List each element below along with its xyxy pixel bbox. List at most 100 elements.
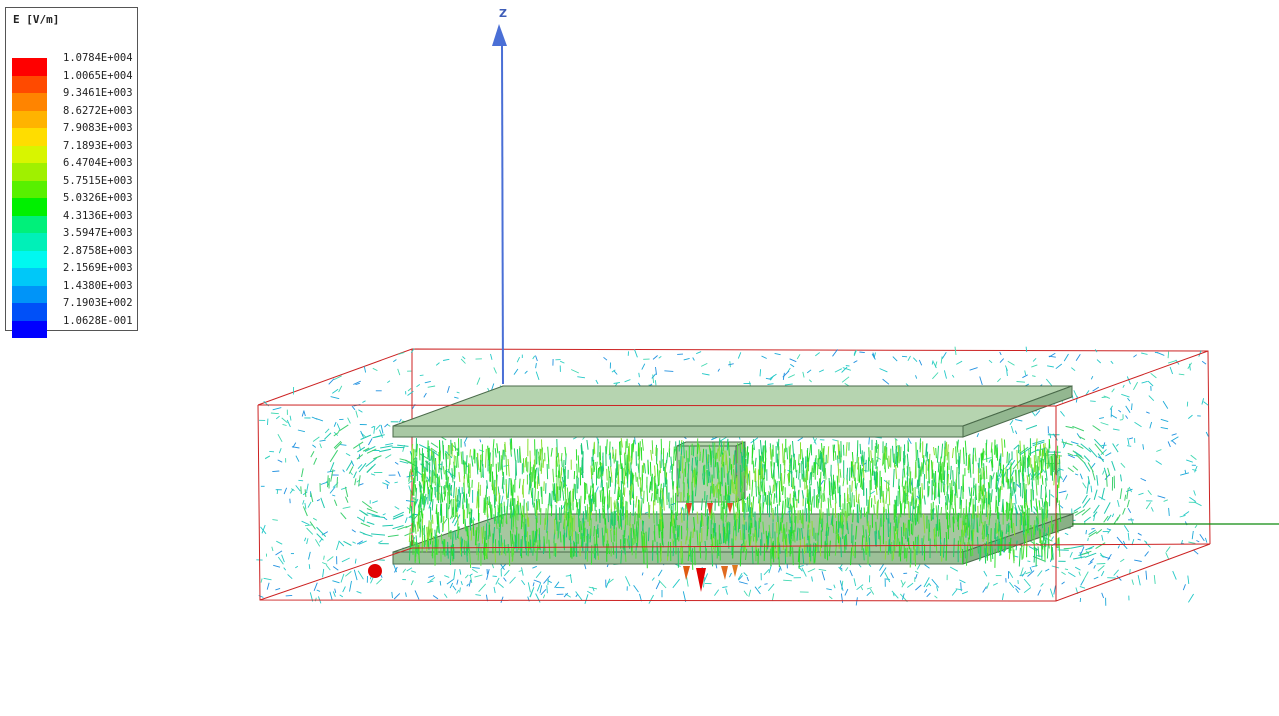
legend-value-label: 7.9083E+003 [63,122,133,134]
field-vector [962,529,965,544]
field-vector [630,483,633,500]
field-vector [814,544,817,563]
field-vector [990,475,993,489]
field-vector [942,537,945,558]
field-vector [569,574,573,583]
field-vector [516,449,519,463]
field-vector [1124,494,1127,501]
field-vector [601,527,604,546]
field-vector [603,356,608,361]
field-vector [683,357,690,361]
field-vector [779,522,781,535]
legend-value-label: 1.0628E-001 [63,314,133,327]
field-vector [668,492,670,509]
field-vector [919,487,921,504]
field-vector [570,502,572,515]
field-vector [316,526,327,537]
field-vector [428,575,435,578]
field-vector [436,473,438,492]
field-vector [856,584,864,591]
field-vector [1024,370,1027,376]
field-vector [260,526,267,535]
field-vector [722,450,725,465]
field-vector [501,459,503,471]
field-vector [443,358,450,361]
field-vector [681,456,684,474]
field-vector [345,496,349,503]
field-vector [1140,477,1147,482]
field-vector [900,544,903,556]
field-vector [853,578,857,587]
field-legend[interactable]: E [V/m] 1.0784E+004 1.0065E+004 9.3461E+00… [5,7,138,338]
field-vector [897,446,900,462]
field-vector [899,446,902,462]
field-vector [784,383,793,386]
origin-marker[interactable] [368,564,382,578]
field-vector [869,588,875,595]
field-vector [535,355,538,362]
field-vector [649,461,652,477]
field-vector [1074,451,1083,457]
field-vector [1063,547,1071,550]
field-vector [840,515,843,533]
field-vector [742,543,744,552]
field-vector [509,442,512,455]
field-vector [452,585,457,591]
legend-entry: 8.6272E+003 [12,105,134,128]
field-vector [289,415,292,421]
field-vector [304,489,307,498]
field-vector [866,587,872,590]
legend-entry: 4.3136E+003 [12,210,134,233]
field-vector [1127,397,1131,402]
field-vector [1081,550,1092,555]
field-vector [414,524,417,534]
field-vector [1009,493,1011,511]
field-vector [492,439,495,452]
field-vector [513,368,519,375]
field-vector [765,493,767,505]
field-vector [1111,460,1116,471]
top-plate [392,385,1073,438]
field-vector [560,505,563,523]
field-vector [887,518,889,538]
field-vector [903,543,906,559]
field-vector [1096,359,1102,364]
field-vector [1038,527,1041,539]
field-vector [767,383,774,385]
field-vector [518,570,523,572]
field-vector [540,588,547,596]
field-vector [750,437,759,444]
field-vector [860,586,864,591]
field-vector [991,540,994,560]
field-vector [258,595,264,598]
field-vector [1092,425,1101,432]
radiation-box-front [257,350,1211,602]
field-vector [891,590,899,599]
field-vector [1043,501,1046,520]
field-vector [581,533,584,552]
field-vector [751,507,754,517]
field-vector [945,502,948,520]
field-vector [759,455,761,476]
field-vector [394,506,400,510]
field-vector [493,367,497,374]
field-vector [433,467,436,476]
field-vector [737,515,740,533]
field-vector [851,480,853,492]
field-vector [1074,473,1079,476]
field-vector [923,513,926,534]
field-vector [409,541,411,561]
field-vector [504,441,507,453]
field-vector [1171,440,1177,445]
field-vector [488,496,491,509]
field-vector [1002,477,1005,488]
field-vector [769,493,773,506]
field-vector [330,469,334,482]
field-vector [530,488,533,499]
field-vector [623,487,626,497]
field-vector [983,457,992,460]
field-vector [855,597,858,606]
field-vector [940,356,943,364]
field-vector [476,377,481,385]
